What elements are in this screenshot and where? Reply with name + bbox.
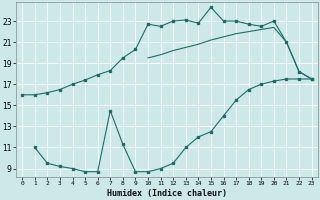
- X-axis label: Humidex (Indice chaleur): Humidex (Indice chaleur): [107, 189, 227, 198]
